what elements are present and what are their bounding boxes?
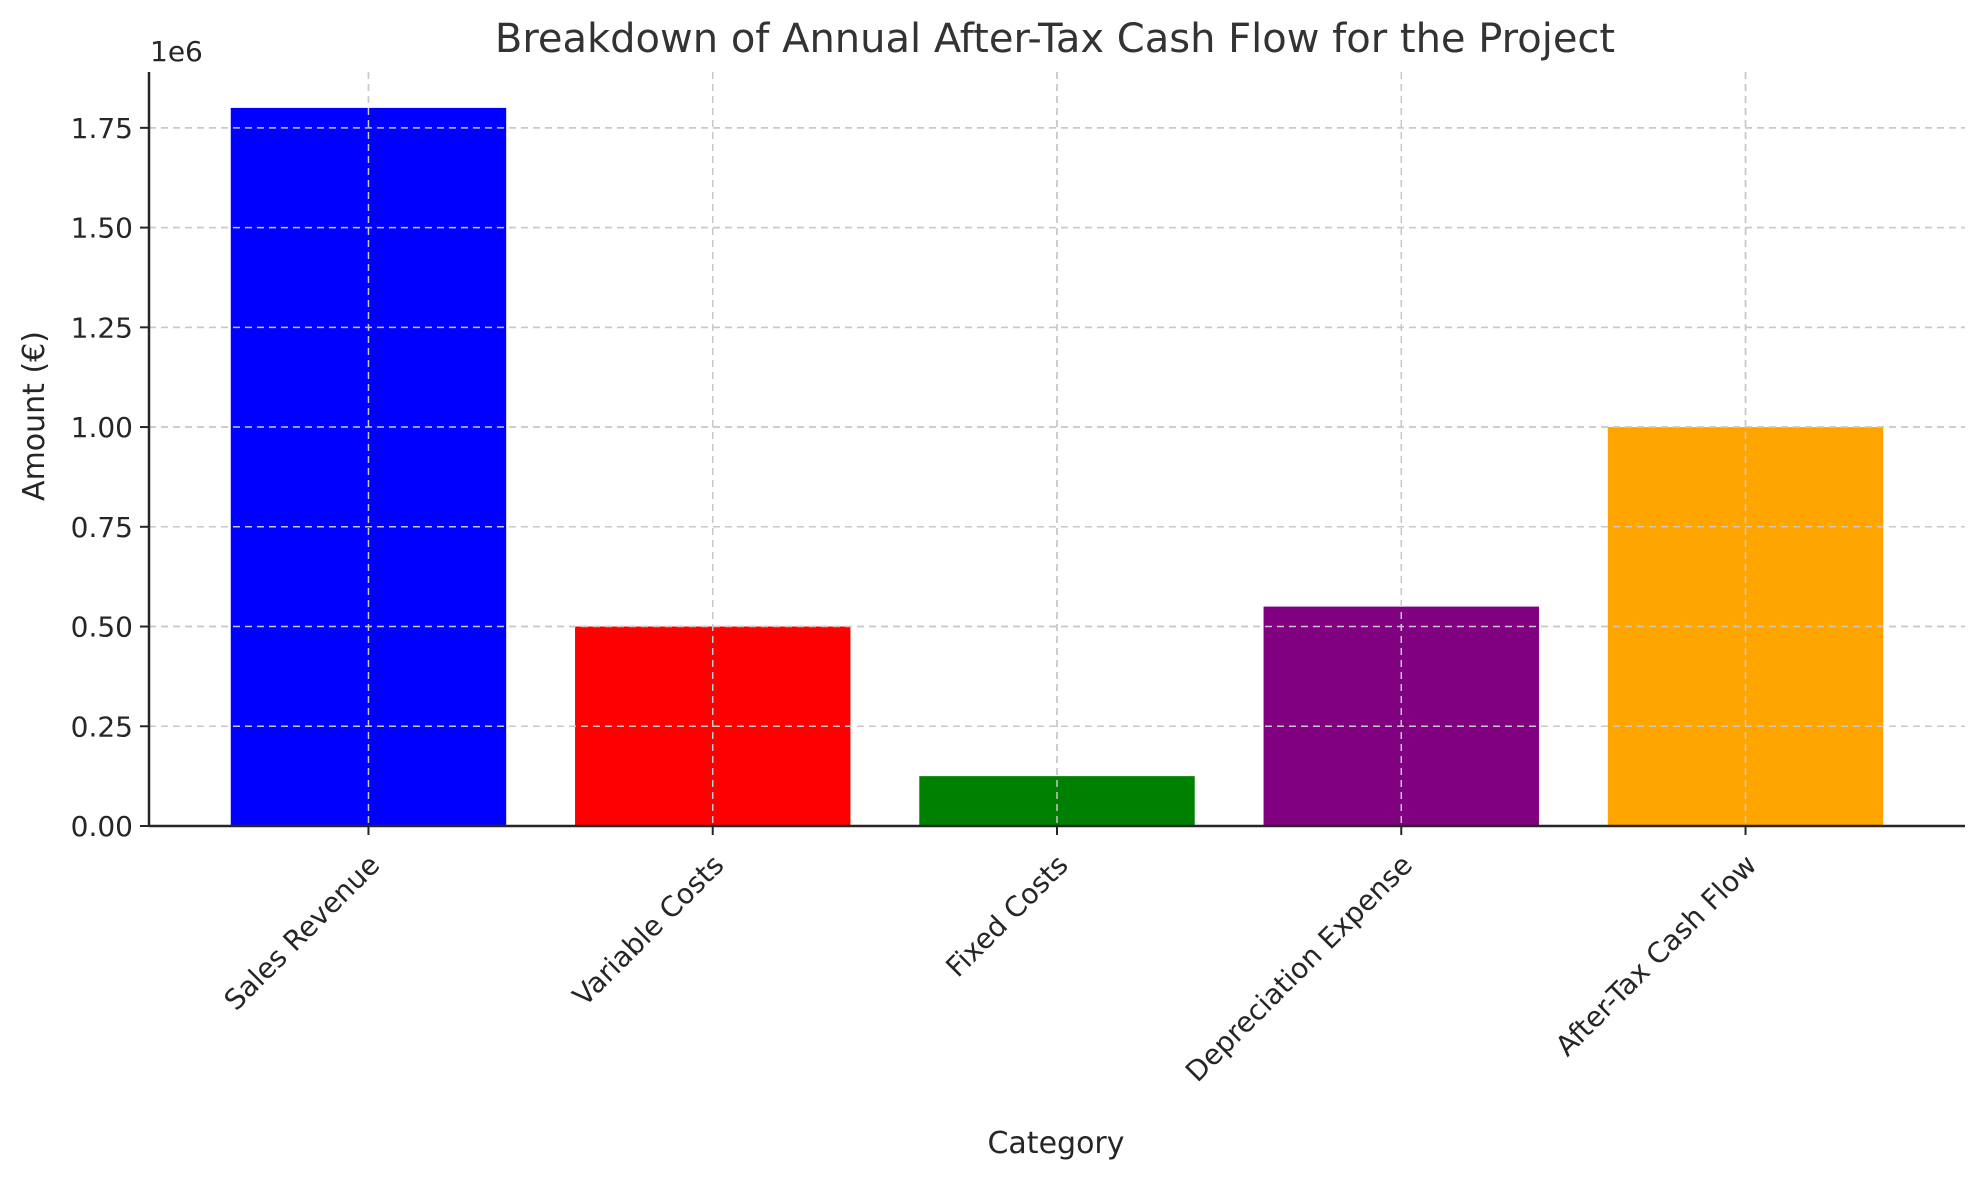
y-tick-label: 0.75 [71,511,133,544]
y-ticks: 0.00 0.25 0.50 0.75 1.00 1.25 1.50 1.75 [71,112,149,843]
y-tick-label: 0.50 [71,611,133,644]
y-tick-label: 1.75 [71,112,133,145]
x-axis-label: Category [987,1126,1124,1161]
y-tick-label: 0.00 [71,810,133,843]
x-tick-label: Fixed Costs [939,848,1074,983]
x-tick-label: Depreciation Expense [1179,848,1419,1088]
y-axis-offset-label: 1e6 [150,35,203,68]
y-tick-label: 1.50 [71,212,133,245]
y-tick-label: 0.25 [71,710,133,743]
bars [230,107,1884,826]
x-ticks: Sales Revenue Variable Costs Fixed Costs De… [218,826,1763,1088]
x-tick-label: Sales Revenue [218,848,387,1017]
bar-depreciation-expense [1263,606,1539,826]
chart-title: Breakdown of Annual After-Tax Cash Flow … [495,16,1615,62]
x-tick-label: After-Tax Cash Flow [1549,848,1763,1062]
y-tick-label: 1.00 [71,411,133,444]
x-tick-label: Variable Costs [566,848,730,1012]
y-tick-label: 1.25 [71,311,133,344]
bar-sales-revenue [230,107,507,826]
y-axis-label: Amount (€) [17,331,52,501]
